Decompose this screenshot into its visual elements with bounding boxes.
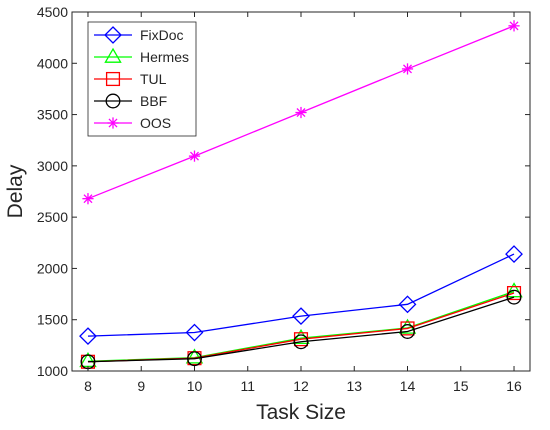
y-tick-label: 4000	[37, 55, 68, 71]
data-point-oos	[82, 193, 94, 205]
series-oos	[82, 20, 520, 205]
series-line-bbf	[87, 296, 515, 363]
legend-label: Hermes	[140, 49, 189, 65]
y-tick-label: 3000	[37, 158, 68, 174]
y-tick-label: 4500	[37, 4, 68, 20]
x-tick-label: 16	[506, 378, 522, 394]
x-tick-label: 11	[240, 378, 255, 394]
x-tick-label: 13	[346, 378, 362, 394]
series-line-hermes	[87, 290, 515, 362]
data-point-fixdoc	[505, 245, 523, 263]
data-point-fixdoc	[398, 295, 417, 314]
data-point-bbf	[506, 289, 522, 305]
legend-marker	[107, 117, 119, 129]
x-tick-label: 12	[293, 378, 309, 394]
data-point-fixdoc	[292, 307, 310, 326]
legend-label: OOS	[140, 115, 171, 131]
data-point-fixdoc	[79, 327, 97, 346]
x-axis-title: Task Size	[256, 401, 346, 424]
legend-entry-oos: OOS	[94, 115, 171, 131]
legend-label: BBF	[140, 93, 167, 109]
series-line-tul	[87, 292, 515, 363]
x-tick-label: 14	[400, 378, 416, 394]
data-point-bbf	[293, 334, 309, 350]
legend-marker	[105, 71, 121, 87]
y-tick-label: 1000	[37, 363, 68, 379]
data-point-bbf	[400, 324, 415, 339]
legend-label: FixDoc	[140, 27, 184, 43]
data-point-fixdoc	[185, 323, 204, 342]
data-point-oos	[508, 20, 520, 32]
data-point-bbf	[187, 351, 202, 367]
legend-marker	[105, 93, 121, 109]
data-point-oos	[295, 106, 307, 119]
axes-layer: 8 9 10 11 12 13 14 15 16 1000 1500 2000 2500 3000 3500…	[37, 4, 531, 394]
x-tick-label: 15	[453, 378, 469, 394]
data-point-oos	[188, 150, 201, 162]
legend-entry-tul: TUL	[94, 71, 167, 87]
x-tick-label: 10	[187, 378, 203, 394]
data-point-oos	[401, 63, 414, 75]
legend-entry-fixdoc: FixDoc	[94, 26, 184, 44]
y-tick-label: 2500	[37, 209, 68, 225]
y-tick-label: 1500	[37, 312, 68, 328]
legend-marker	[104, 26, 122, 44]
data-point-hermes	[505, 282, 523, 298]
y-tick-label: 2000	[37, 260, 68, 276]
y-tick-label: 3500	[37, 107, 68, 123]
y-axis-title: Delay	[4, 164, 27, 218]
legend-entry-hermes: Hermes	[94, 47, 189, 65]
data-point-tul	[506, 285, 522, 301]
series-fixdoc	[79, 245, 523, 346]
plot-layer	[79, 20, 523, 370]
x-tick-label: 8	[84, 378, 92, 394]
x-tick-label: 9	[137, 378, 145, 394]
data-point-hermes	[185, 348, 204, 364]
legend-marker	[104, 47, 122, 63]
series-tul	[80, 285, 522, 369]
series-line-fixdoc	[87, 253, 515, 337]
legend-label: TUL	[140, 71, 167, 87]
legend: FixDoc Hermes TUL BBF OOS	[87, 21, 197, 137]
legend-entry-bbf: BBF	[94, 93, 167, 109]
